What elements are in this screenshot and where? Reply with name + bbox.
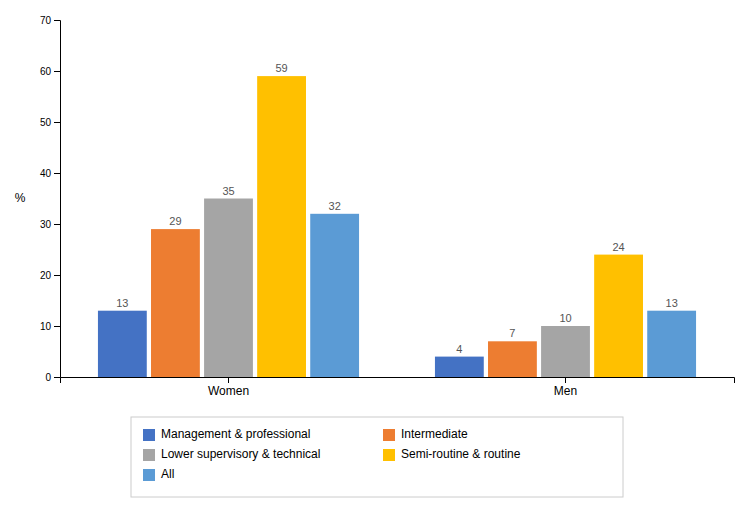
x-axis-line: [61, 378, 735, 384]
y-tick-mark: [54, 377, 60, 378]
legend-item: Management & professional: [143, 427, 310, 441]
y-tick-label: 10: [40, 321, 52, 332]
plot: 010203040506070WomenMen13429735105924321…: [40, 15, 735, 398]
y-axis: 0 10 20 30 40 50 60 70: [40, 15, 61, 383]
bar: [541, 326, 590, 377]
legend-swatch: [383, 429, 395, 441]
bar: [594, 255, 643, 377]
data-label: 59: [275, 62, 287, 74]
y-axis-line: [54, 21, 61, 378]
y-tick: 30: [40, 219, 60, 230]
y-tick-mark: [54, 275, 60, 276]
legend-frame: [131, 417, 623, 497]
x-tick: Women: [208, 377, 249, 398]
bar: [98, 311, 147, 377]
x-tick: Men: [554, 377, 577, 398]
legend-label: Intermediate: [401, 427, 468, 441]
y-tick-mark: [54, 173, 60, 174]
y-tick-label: 30: [40, 219, 52, 230]
y-tick-mark: [54, 20, 60, 21]
y-tick-mark: [54, 71, 60, 72]
y-tick-mark: [54, 122, 60, 123]
data-label: 32: [329, 200, 341, 212]
data-label: 24: [612, 241, 624, 253]
data-label: 29: [169, 215, 181, 227]
bar: [310, 214, 359, 377]
x-tick-mark: [565, 377, 566, 383]
legend: Management & professional Intermediate Low…: [131, 417, 623, 497]
legend-item: Lower supervisory & technical: [143, 447, 320, 461]
y-axis-label: %: [15, 191, 26, 205]
bar: [435, 357, 484, 377]
data-label: 13: [116, 297, 128, 309]
bar: [151, 229, 200, 377]
y-tick: 70: [40, 15, 60, 26]
legend-label: Semi-routine & routine: [401, 447, 521, 461]
y-tick: 40: [40, 168, 60, 179]
x-tick-label: Women: [208, 384, 249, 398]
legend-swatch: [383, 449, 395, 461]
legend-swatch: [143, 469, 155, 481]
legend-swatch: [143, 449, 155, 461]
y-tick-label: 70: [40, 15, 52, 26]
chart: 010203040506070WomenMen13429735105924321…: [0, 0, 754, 507]
bars: [98, 76, 696, 377]
y-tick: 50: [40, 117, 60, 128]
data-labels: 13 4 29 7 35 10 59 24 32 13: [116, 62, 678, 355]
y-tick-mark: [54, 326, 60, 327]
y-tick-label: 20: [40, 270, 52, 281]
legend-item: Semi-routine & routine: [383, 447, 521, 461]
y-tick-label: 40: [40, 168, 52, 179]
data-label: 4: [456, 343, 462, 355]
legend-label: All: [161, 467, 174, 481]
bar: [647, 311, 696, 377]
y-tick: 0: [45, 372, 60, 383]
bar: [257, 76, 306, 377]
y-tick: 20: [40, 270, 60, 281]
legend-item: All: [143, 467, 174, 481]
legend-swatch: [143, 429, 155, 441]
data-label: 13: [666, 297, 678, 309]
data-label: 10: [559, 312, 571, 324]
x-axis: Women Men: [61, 377, 735, 398]
legend-label: Management & professional: [161, 427, 310, 441]
legend-label: Lower supervisory & technical: [161, 447, 320, 461]
legend-item: Intermediate: [383, 427, 468, 441]
y-tick-label: 60: [40, 66, 52, 77]
x-tick-mark: [228, 377, 229, 383]
y-tick: 60: [40, 66, 60, 77]
data-label: 35: [222, 185, 234, 197]
y-tick-label: 0: [45, 372, 51, 383]
bar: [204, 199, 253, 378]
y-tick: 10: [40, 321, 60, 332]
y-tick-mark: [54, 224, 60, 225]
y-tick-label: 50: [40, 117, 52, 128]
bar: [488, 341, 537, 377]
data-label: 7: [509, 327, 515, 339]
x-tick-label: Men: [554, 384, 577, 398]
